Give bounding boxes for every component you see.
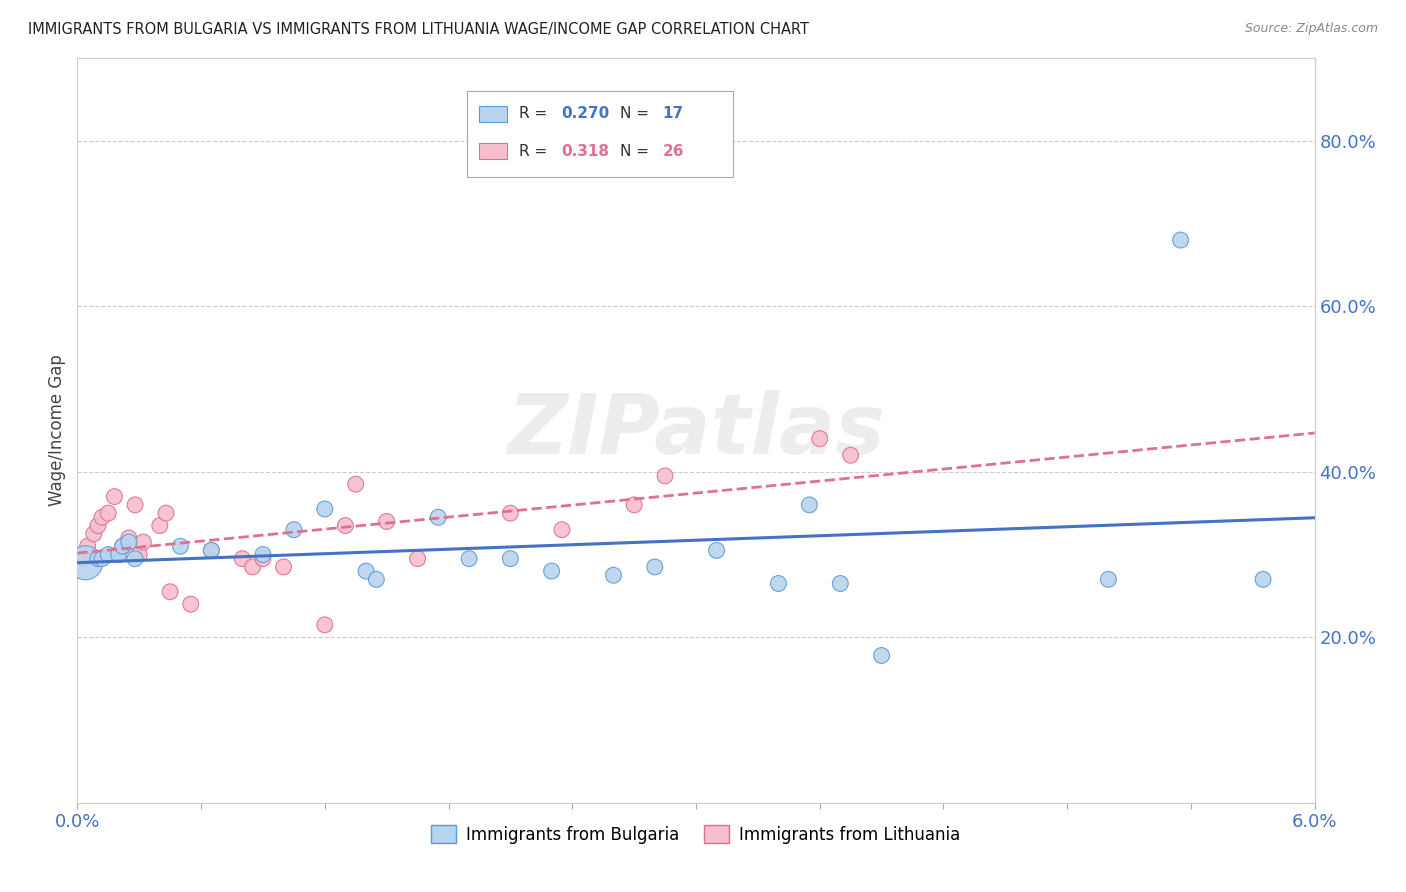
- Point: [91, 551, 114, 566]
- Point: [602, 568, 624, 582]
- Point: [375, 515, 398, 529]
- Point: [706, 543, 728, 558]
- Text: R =: R =: [519, 144, 553, 159]
- Point: [1251, 573, 1274, 587]
- Text: IMMIGRANTS FROM BULGARIA VS IMMIGRANTS FROM LITHUANIA WAGE/INCOME GAP CORRELATIO: IMMIGRANTS FROM BULGARIA VS IMMIGRANTS F…: [28, 22, 808, 37]
- Point: [314, 502, 336, 516]
- Point: [344, 477, 367, 491]
- Point: [72, 551, 94, 566]
- Point: [124, 551, 146, 566]
- Point: [808, 432, 831, 446]
- Point: [273, 560, 295, 574]
- Point: [654, 469, 676, 483]
- Point: [406, 551, 429, 566]
- Point: [252, 548, 274, 562]
- Legend: Immigrants from Bulgaria, Immigrants from Lithuania: Immigrants from Bulgaria, Immigrants fro…: [425, 819, 967, 850]
- Point: [335, 518, 357, 533]
- Point: [499, 551, 522, 566]
- Point: [366, 573, 388, 587]
- Point: [242, 560, 264, 574]
- Point: [83, 526, 105, 541]
- Point: [354, 564, 377, 578]
- Text: ZIPatlas: ZIPatlas: [508, 390, 884, 471]
- Point: [252, 551, 274, 566]
- Point: [830, 576, 852, 591]
- Point: [75, 556, 97, 570]
- Point: [107, 548, 129, 562]
- Point: [200, 543, 222, 558]
- Point: [132, 535, 155, 549]
- Point: [231, 551, 253, 566]
- Text: Source: ZipAtlas.com: Source: ZipAtlas.com: [1244, 22, 1378, 36]
- Point: [97, 548, 120, 562]
- Point: [111, 539, 134, 553]
- Point: [76, 539, 98, 553]
- Point: [314, 618, 336, 632]
- Point: [155, 506, 177, 520]
- Text: 0.318: 0.318: [561, 144, 609, 159]
- Text: N =: N =: [620, 106, 654, 121]
- Point: [180, 597, 202, 611]
- Text: 0.270: 0.270: [561, 106, 609, 121]
- Point: [799, 498, 821, 512]
- Y-axis label: Wage/Income Gap: Wage/Income Gap: [48, 354, 66, 507]
- Point: [839, 448, 862, 462]
- Text: N =: N =: [620, 144, 654, 159]
- Point: [623, 498, 645, 512]
- Point: [169, 539, 191, 553]
- Point: [283, 523, 305, 537]
- Point: [159, 584, 181, 599]
- Point: [644, 560, 666, 574]
- Point: [128, 548, 150, 562]
- Point: [768, 576, 790, 591]
- Point: [103, 490, 125, 504]
- Point: [870, 648, 893, 663]
- Point: [551, 523, 574, 537]
- Point: [540, 564, 562, 578]
- Point: [118, 531, 141, 545]
- FancyBboxPatch shape: [467, 92, 733, 178]
- Point: [107, 548, 129, 562]
- Point: [111, 539, 134, 553]
- Point: [149, 518, 172, 533]
- Point: [124, 498, 146, 512]
- Point: [118, 535, 141, 549]
- Bar: [479, 105, 506, 122]
- Point: [458, 551, 481, 566]
- Point: [91, 510, 114, 524]
- Point: [427, 510, 450, 524]
- Text: 26: 26: [662, 144, 685, 159]
- Point: [1170, 233, 1192, 247]
- Point: [200, 543, 222, 558]
- Bar: [479, 143, 506, 160]
- Point: [87, 551, 110, 566]
- Point: [1097, 573, 1119, 587]
- Point: [499, 506, 522, 520]
- Text: 17: 17: [662, 106, 683, 121]
- Point: [87, 518, 110, 533]
- Text: R =: R =: [519, 106, 553, 121]
- Point: [97, 506, 120, 520]
